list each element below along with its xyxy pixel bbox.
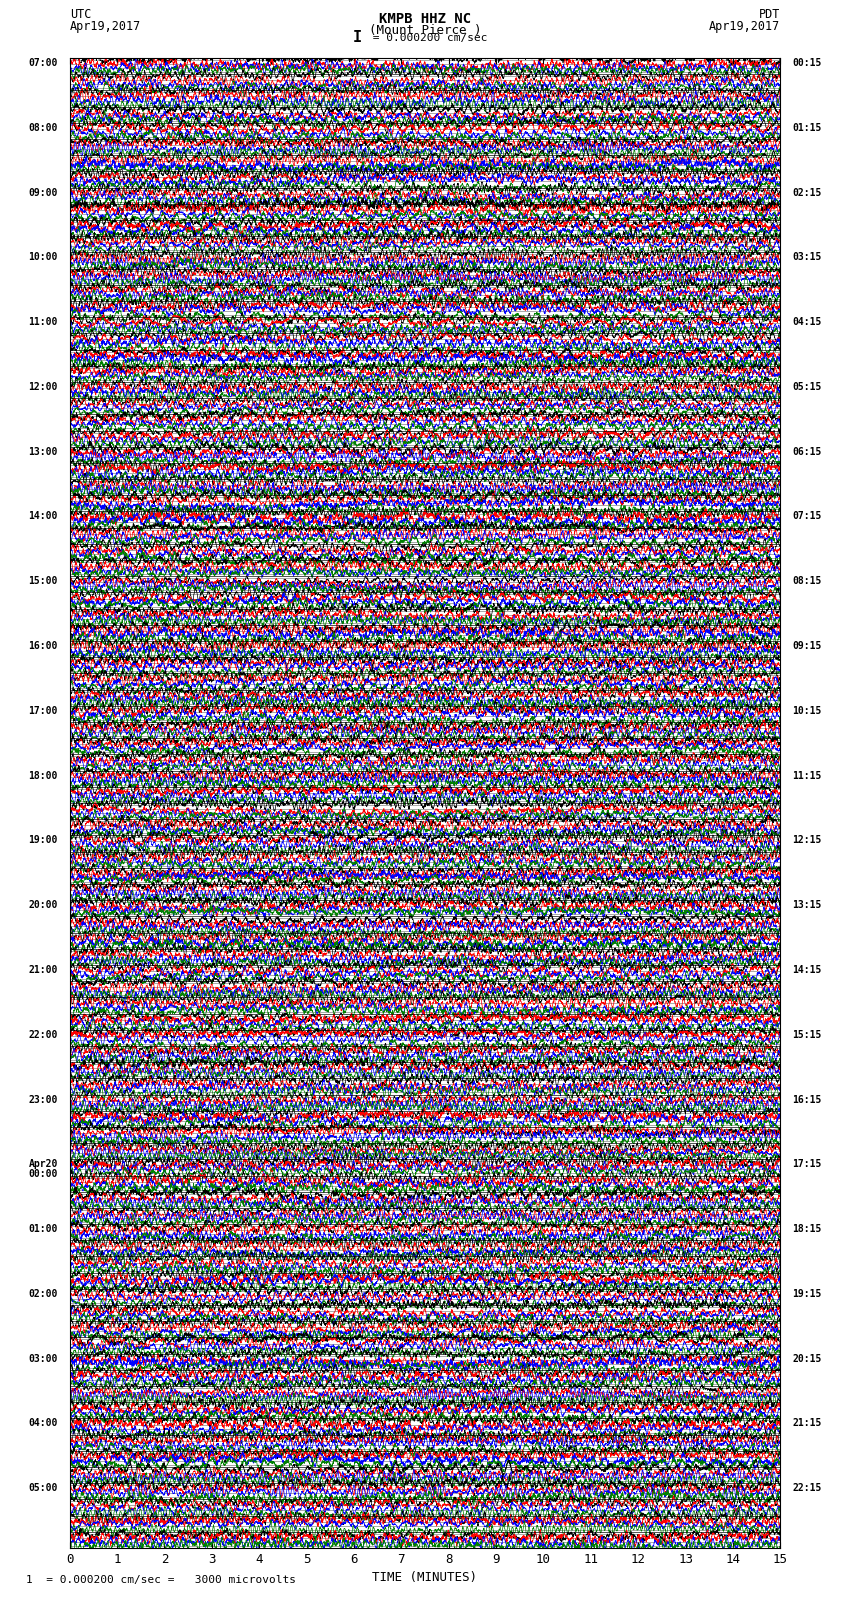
Text: 23:00: 23:00 <box>29 1095 58 1105</box>
Text: 21:00: 21:00 <box>29 965 58 974</box>
Text: 10:15: 10:15 <box>792 706 821 716</box>
X-axis label: TIME (MINUTES): TIME (MINUTES) <box>372 1571 478 1584</box>
Text: 00:15: 00:15 <box>792 58 821 68</box>
Text: PDT: PDT <box>759 8 780 21</box>
Text: 11:00: 11:00 <box>29 318 58 327</box>
Text: 19:00: 19:00 <box>29 836 58 845</box>
Text: 12:15: 12:15 <box>792 836 821 845</box>
Text: 11:15: 11:15 <box>792 771 821 781</box>
Text: 17:15: 17:15 <box>792 1160 821 1169</box>
Text: 22:15: 22:15 <box>792 1484 821 1494</box>
Text: 03:15: 03:15 <box>792 252 821 263</box>
Text: I: I <box>353 31 361 45</box>
Text: 20:00: 20:00 <box>29 900 58 910</box>
Text: 09:15: 09:15 <box>792 640 821 652</box>
Text: 21:15: 21:15 <box>792 1418 821 1429</box>
Text: = 0.000200 cm/sec: = 0.000200 cm/sec <box>366 32 487 44</box>
Text: 14:15: 14:15 <box>792 965 821 974</box>
Text: 04:15: 04:15 <box>792 318 821 327</box>
Text: 19:15: 19:15 <box>792 1289 821 1298</box>
Text: 06:15: 06:15 <box>792 447 821 456</box>
Text: 13:15: 13:15 <box>792 900 821 910</box>
Text: 20:15: 20:15 <box>792 1353 821 1363</box>
Text: Apr19,2017: Apr19,2017 <box>70 19 141 32</box>
Text: 16:00: 16:00 <box>29 640 58 652</box>
Text: 05:00: 05:00 <box>29 1484 58 1494</box>
Text: 02:15: 02:15 <box>792 187 821 197</box>
Text: 14:00: 14:00 <box>29 511 58 521</box>
Text: 09:00: 09:00 <box>29 187 58 197</box>
Text: (Mount Pierce ): (Mount Pierce ) <box>369 24 481 37</box>
Text: 18:15: 18:15 <box>792 1224 821 1234</box>
Text: 08:00: 08:00 <box>29 123 58 132</box>
Text: Apr20
00:00: Apr20 00:00 <box>29 1160 58 1179</box>
Text: 02:00: 02:00 <box>29 1289 58 1298</box>
Text: 10:00: 10:00 <box>29 252 58 263</box>
Text: 05:15: 05:15 <box>792 382 821 392</box>
Text: 01:15: 01:15 <box>792 123 821 132</box>
Text: 15:00: 15:00 <box>29 576 58 586</box>
Text: 16:15: 16:15 <box>792 1095 821 1105</box>
Text: 07:00: 07:00 <box>29 58 58 68</box>
Text: 07:15: 07:15 <box>792 511 821 521</box>
Text: KMPB HHZ NC: KMPB HHZ NC <box>379 11 471 26</box>
Text: 1  = 0.000200 cm/sec =   3000 microvolts: 1 = 0.000200 cm/sec = 3000 microvolts <box>26 1574 296 1586</box>
Text: 18:00: 18:00 <box>29 771 58 781</box>
Text: Apr19,2017: Apr19,2017 <box>709 19 780 32</box>
Text: 22:00: 22:00 <box>29 1029 58 1040</box>
Text: 01:00: 01:00 <box>29 1224 58 1234</box>
Text: 15:15: 15:15 <box>792 1029 821 1040</box>
Text: 17:00: 17:00 <box>29 706 58 716</box>
Text: 03:00: 03:00 <box>29 1353 58 1363</box>
Text: 13:00: 13:00 <box>29 447 58 456</box>
Text: 04:00: 04:00 <box>29 1418 58 1429</box>
Text: UTC: UTC <box>70 8 91 21</box>
Text: 12:00: 12:00 <box>29 382 58 392</box>
Text: 08:15: 08:15 <box>792 576 821 586</box>
